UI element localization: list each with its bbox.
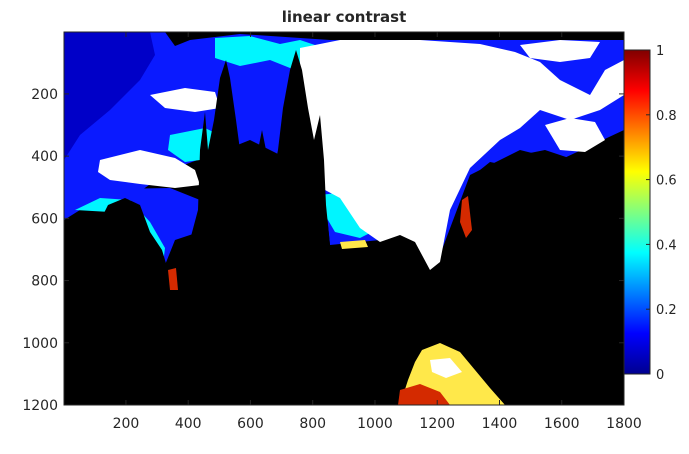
chart-title: linear contrast: [282, 8, 407, 26]
x-tick-label: 1600: [544, 416, 580, 432]
colorbar-tick-label: 0: [656, 368, 664, 383]
x-tick-label: 1800: [606, 416, 642, 432]
y-tick-label: 400: [31, 149, 58, 165]
colorbar-tick-label: 1: [656, 44, 664, 59]
right-buildings-silhouette: [440, 140, 624, 405]
colorbar-tick-label: 0.4: [656, 238, 677, 253]
sky-white-upper-left: [150, 88, 220, 112]
colorbar-tick-label: 0.2: [656, 303, 677, 318]
sky-deep-blue-left: [64, 32, 155, 160]
colorbar: 0 0.2 0.4 0.6 0.8 1: [623, 44, 677, 383]
x-tick-label: 400: [175, 416, 202, 432]
x-tick-label: 200: [113, 416, 140, 432]
image-plot: [64, 32, 624, 405]
colorbar-frame: [623, 49, 651, 375]
x-tick-label: 1200: [419, 416, 455, 432]
x-tick-marks: [125, 32, 625, 405]
y-tick-marks: [64, 93, 624, 406]
colorbar-gradient: [624, 50, 650, 374]
y-tick-label: 1200: [22, 398, 58, 414]
sky-white-top-right: [520, 40, 600, 62]
left-hill-silhouette: [64, 198, 192, 405]
x-tick-label: 1000: [357, 416, 393, 432]
lit-street-white: [430, 358, 462, 378]
x-tick-label: 1400: [482, 416, 518, 432]
lit-building-edge: [460, 196, 472, 238]
church-silhouette: [190, 50, 440, 405]
sky-white-right-patches: [545, 118, 605, 152]
x-axis: 200 400 600 800 1000 1200 1400 1600 1800: [113, 32, 642, 432]
y-tick-label: 800: [31, 274, 58, 290]
y-axis: 200 400 600 800 1000 1200: [22, 87, 624, 414]
x-tick-label: 600: [237, 416, 264, 432]
street-lamp-red: [168, 268, 178, 290]
lit-street-red: [398, 384, 450, 405]
colorbar-tick-label: 0.8: [656, 109, 677, 124]
sky-white-main: [300, 40, 624, 270]
x-tick-label: 800: [299, 416, 326, 432]
sky-white-left-band: [98, 150, 200, 188]
colorbar-tick-label: 0.6: [656, 174, 677, 189]
street-lamp-glow: [340, 240, 368, 249]
y-tick-label: 600: [31, 211, 58, 227]
y-tick-label: 1000: [22, 336, 58, 352]
y-tick-label: 200: [31, 87, 58, 103]
